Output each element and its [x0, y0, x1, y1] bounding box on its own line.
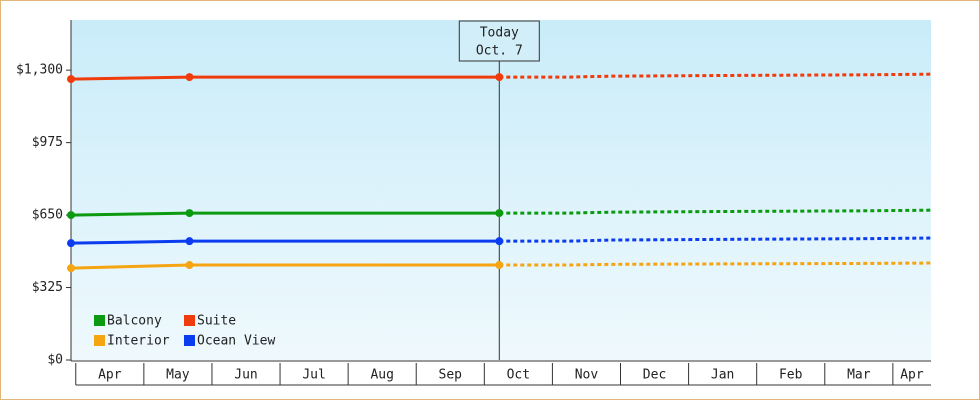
forecast-line [499, 72, 932, 79]
plot-area [71, 20, 931, 360]
legend-swatch [184, 335, 195, 346]
today-label: Oct. 7 [476, 44, 523, 59]
point [495, 237, 504, 246]
x-tick-label: Apr [900, 368, 924, 383]
point [67, 75, 75, 84]
x-tick-label: Sep [439, 368, 463, 383]
x-tick-label: Apr [98, 368, 122, 383]
point [495, 209, 504, 218]
x-tick-label: Feb [779, 368, 803, 383]
forecast-line [499, 236, 932, 243]
y-tick-label: $975 [32, 135, 63, 150]
today-label: Today [480, 26, 519, 41]
x-tick-label: Mar [847, 368, 871, 383]
point [67, 239, 75, 248]
legend-swatch [94, 335, 105, 346]
legend-label: Suite [197, 314, 236, 329]
point [185, 261, 194, 270]
point [67, 211, 75, 220]
today-box [458, 20, 540, 62]
point [495, 73, 504, 82]
y-tick-label: $650 [32, 208, 63, 223]
x-tick-label: Jun [234, 368, 257, 383]
legend-swatch [94, 315, 105, 326]
forecast-line [499, 208, 932, 215]
y-tick-label: $1,300 [16, 63, 63, 78]
x-tick-label: Dec [643, 368, 666, 383]
point [185, 73, 194, 82]
y-tick-label: $325 [32, 280, 63, 295]
x-tick-label: Nov [575, 368, 599, 383]
y-tick-label: $0 [47, 353, 63, 368]
x-tick-label: Jan [711, 368, 734, 383]
legend-swatch [184, 315, 195, 326]
x-tick-label: May [166, 368, 190, 383]
point [185, 209, 194, 218]
legend-label: Ocean View [197, 334, 275, 349]
forecast-line [499, 261, 932, 267]
legend-label: Balcony [107, 314, 162, 329]
x-tick-label: Oct [507, 368, 530, 383]
point [495, 261, 504, 270]
x-tick-label: Aug [370, 368, 393, 383]
legend-label: Interior [107, 334, 170, 349]
x-tick-label: Jul [302, 368, 325, 383]
point [185, 237, 194, 246]
point [67, 264, 75, 273]
